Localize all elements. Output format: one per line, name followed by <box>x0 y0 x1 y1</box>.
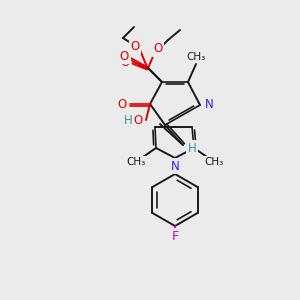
Text: O: O <box>130 40 140 52</box>
Text: O: O <box>119 50 129 62</box>
Text: N: N <box>205 98 213 110</box>
Text: CH₃: CH₃ <box>204 157 224 167</box>
Text: O: O <box>153 43 163 56</box>
Text: O: O <box>134 113 142 127</box>
Text: CH₃: CH₃ <box>186 52 206 62</box>
Text: N: N <box>171 160 179 172</box>
Text: H: H <box>124 113 132 127</box>
Text: O: O <box>117 98 127 110</box>
Text: F: F <box>171 230 178 242</box>
Text: O: O <box>120 56 130 68</box>
Text: CH₃: CH₃ <box>126 157 146 167</box>
Text: H: H <box>188 142 196 154</box>
